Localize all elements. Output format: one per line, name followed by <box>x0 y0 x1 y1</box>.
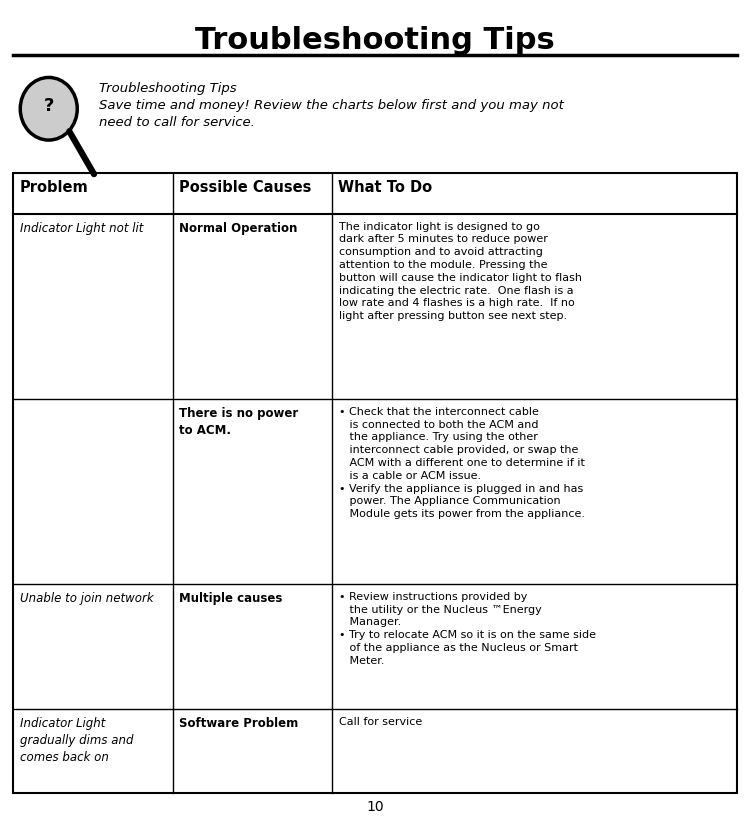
Text: Unable to join network: Unable to join network <box>20 592 153 605</box>
Text: Problem: Problem <box>20 180 88 194</box>
Text: 10: 10 <box>366 800 384 814</box>
Text: Software Problem: Software Problem <box>178 717 298 730</box>
Text: Normal Operation: Normal Operation <box>178 222 297 235</box>
Text: Indicator Light not lit: Indicator Light not lit <box>20 222 142 235</box>
Text: Save time and money! Review the charts below first and you may not
need to call : Save time and money! Review the charts b… <box>99 99 564 129</box>
Text: Possible Causes: Possible Causes <box>178 180 311 194</box>
Text: What To Do: What To Do <box>338 180 432 194</box>
Text: The indicator light is designed to go
dark after 5 minutes to reduce power
consu: The indicator light is designed to go da… <box>339 222 582 321</box>
Text: ?: ? <box>44 97 54 115</box>
Text: Call for service: Call for service <box>339 717 422 727</box>
Text: • Review instructions provided by
   the utility or the Nucleus ™Energy
   Manag: • Review instructions provided by the ut… <box>339 592 596 666</box>
Text: • Check that the interconnect cable
   is connected to both the ACM and
   the a: • Check that the interconnect cable is c… <box>339 407 585 519</box>
Text: Multiple causes: Multiple causes <box>178 592 282 605</box>
Text: Indicator Light
gradually dims and
comes back on: Indicator Light gradually dims and comes… <box>20 717 133 764</box>
Text: There is no power
to ACM.: There is no power to ACM. <box>178 407 298 437</box>
Circle shape <box>20 77 77 140</box>
Text: Troubleshooting Tips: Troubleshooting Tips <box>99 82 237 96</box>
Text: Troubleshooting Tips: Troubleshooting Tips <box>195 26 555 55</box>
